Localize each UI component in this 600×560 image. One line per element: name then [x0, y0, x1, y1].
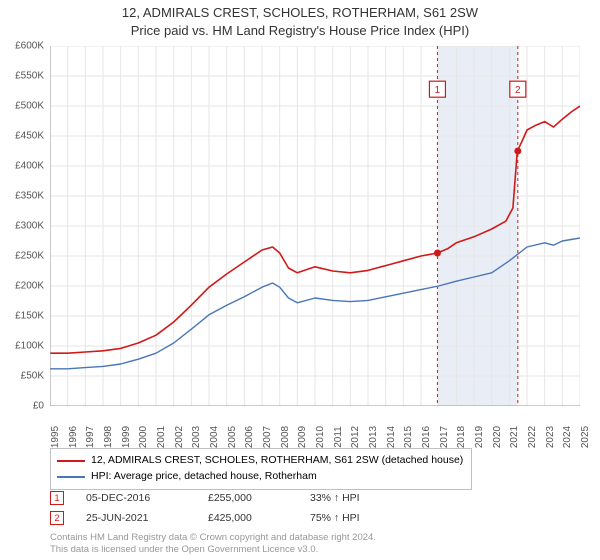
- x-tick-label: 1999: [121, 426, 132, 448]
- x-tick-label: 2019: [474, 426, 485, 448]
- legend-label: HPI: Average price, detached house, Roth…: [91, 469, 317, 485]
- x-tick-label: 2003: [191, 426, 202, 448]
- sale-vs-hpi: 75% ↑ HPI: [310, 512, 360, 524]
- x-tick-label: 2006: [244, 426, 255, 448]
- x-tick-label: 2015: [403, 426, 414, 448]
- x-tick-label: 2018: [456, 426, 467, 448]
- x-tick-label: 2024: [562, 426, 573, 448]
- svg-text:1: 1: [435, 85, 441, 96]
- x-tick-label: 2022: [527, 426, 538, 448]
- x-tick-label: 2009: [297, 426, 308, 448]
- y-tick-label: £250K: [4, 251, 44, 262]
- footer-line-2: This data is licensed under the Open Gov…: [50, 544, 376, 556]
- sale-price: £255,000: [208, 492, 288, 504]
- y-tick-label: £350K: [4, 191, 44, 202]
- sale-row-1: 1 05-DEC-2016 £255,000 33% ↑ HPI: [50, 488, 360, 508]
- legend-swatch: [57, 476, 85, 478]
- sale-date: 25-JUN-2021: [86, 512, 186, 524]
- legend-item-property: 12, ADMIRALS CREST, SCHOLES, ROTHERHAM, …: [57, 453, 465, 469]
- footer-line-1: Contains HM Land Registry data © Crown c…: [50, 532, 376, 544]
- x-tick-label: 2011: [333, 426, 344, 448]
- chart-title-block: 12, ADMIRALS CREST, SCHOLES, ROTHERHAM, …: [0, 0, 600, 39]
- x-tick-label: 2020: [492, 426, 503, 448]
- x-tick-label: 2000: [138, 426, 149, 448]
- x-tick-label: 2017: [439, 426, 450, 448]
- x-tick-label: 2021: [509, 426, 520, 448]
- y-tick-label: £550K: [4, 71, 44, 82]
- x-tick-label: 2023: [545, 426, 556, 448]
- x-tick-label: 2025: [580, 426, 591, 448]
- y-tick-label: £50K: [4, 371, 44, 382]
- sales-table: 1 05-DEC-2016 £255,000 33% ↑ HPI 2 25-JU…: [50, 488, 360, 528]
- sale-date: 05-DEC-2016: [86, 492, 186, 504]
- price-chart: 12 £0£50K£100K£150K£200K£250K£300K£350K£…: [50, 46, 580, 406]
- y-tick-label: £400K: [4, 161, 44, 172]
- y-tick-label: £500K: [4, 101, 44, 112]
- title-line-2: Price paid vs. HM Land Registry's House …: [0, 22, 600, 40]
- svg-text:2: 2: [515, 85, 521, 96]
- y-tick-label: £100K: [4, 341, 44, 352]
- sale-marker: 1: [50, 491, 64, 505]
- x-tick-label: 2012: [350, 426, 361, 448]
- chart-svg: 12: [50, 46, 580, 406]
- y-tick-label: £200K: [4, 281, 44, 292]
- sale-row-2: 2 25-JUN-2021 £425,000 75% ↑ HPI: [50, 508, 360, 528]
- x-tick-label: 1996: [68, 426, 79, 448]
- x-tick-label: 1998: [103, 426, 114, 448]
- x-tick-label: 2013: [368, 426, 379, 448]
- y-tick-label: £300K: [4, 221, 44, 232]
- x-tick-label: 2001: [156, 426, 167, 448]
- sale-marker: 2: [50, 511, 64, 525]
- legend-item-hpi: HPI: Average price, detached house, Roth…: [57, 469, 465, 485]
- title-line-1: 12, ADMIRALS CREST, SCHOLES, ROTHERHAM, …: [0, 4, 600, 22]
- x-tick-label: 2007: [262, 426, 273, 448]
- legend: 12, ADMIRALS CREST, SCHOLES, ROTHERHAM, …: [50, 448, 472, 490]
- y-tick-label: £600K: [4, 41, 44, 52]
- x-tick-label: 2004: [209, 426, 220, 448]
- x-tick-label: 2010: [315, 426, 326, 448]
- x-tick-label: 1997: [85, 426, 96, 448]
- x-tick-label: 1995: [50, 426, 61, 448]
- y-tick-label: £150K: [4, 311, 44, 322]
- footer-attribution: Contains HM Land Registry data © Crown c…: [50, 532, 376, 556]
- x-tick-label: 2008: [280, 426, 291, 448]
- x-tick-label: 2002: [174, 426, 185, 448]
- sale-vs-hpi: 33% ↑ HPI: [310, 492, 360, 504]
- legend-label: 12, ADMIRALS CREST, SCHOLES, ROTHERHAM, …: [91, 453, 463, 469]
- y-tick-label: £0: [4, 401, 44, 412]
- x-tick-label: 2016: [421, 426, 432, 448]
- x-tick-label: 2005: [227, 426, 238, 448]
- y-tick-label: £450K: [4, 131, 44, 142]
- sale-price: £425,000: [208, 512, 288, 524]
- legend-swatch: [57, 460, 85, 462]
- x-tick-label: 2014: [386, 426, 397, 448]
